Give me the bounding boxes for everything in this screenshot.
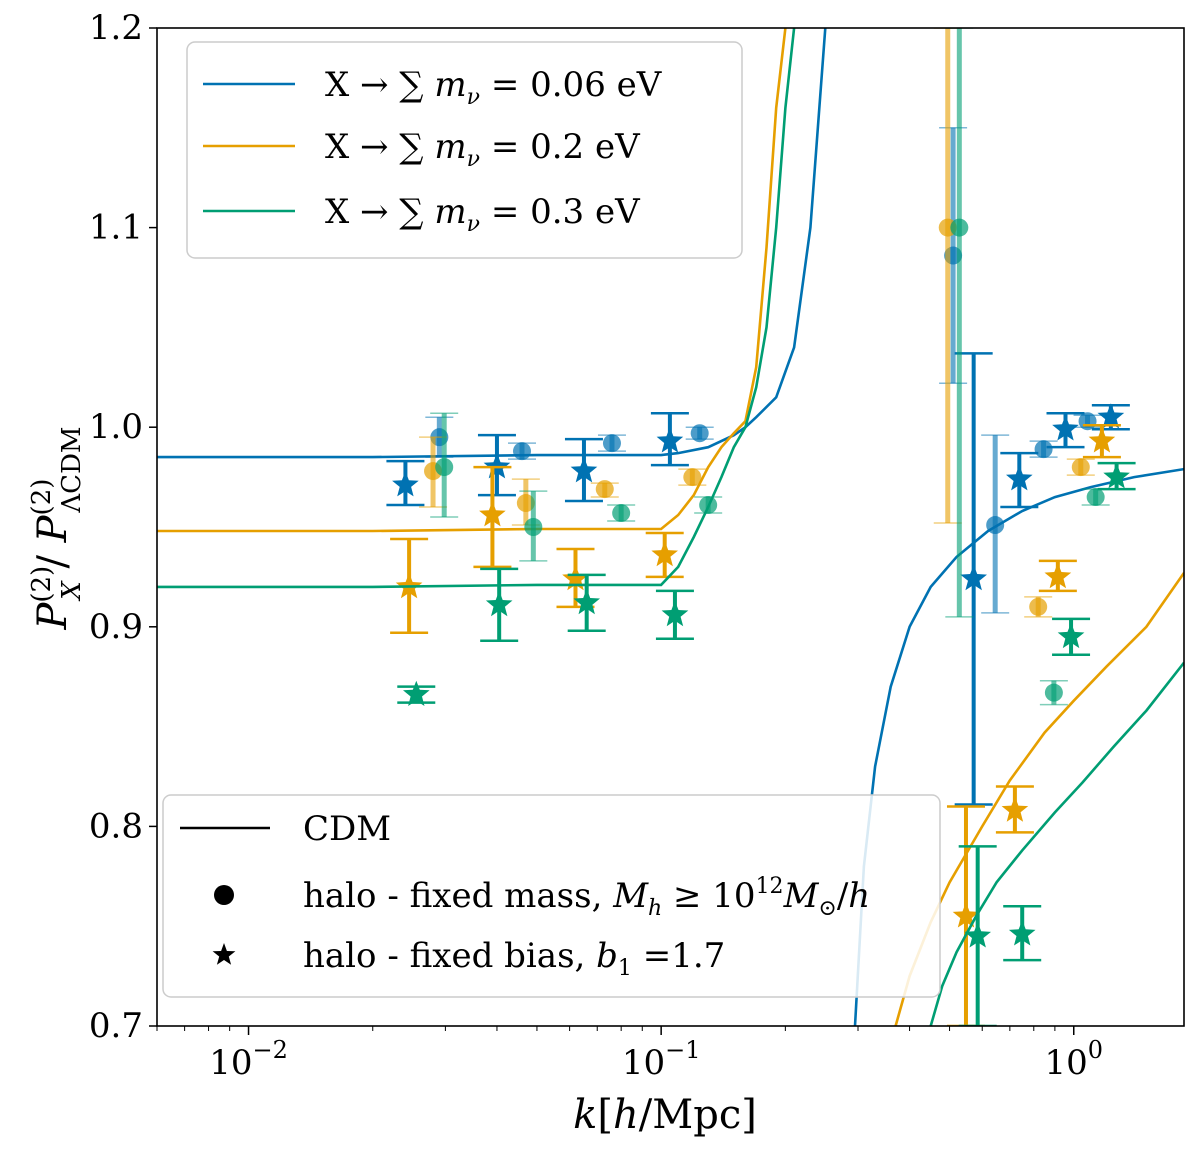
y-tick-label-4: 1.1 [89,208,143,248]
x-tick-label-1: 10−1 [622,1036,701,1083]
series-1-curve-low [157,28,787,533]
series-0-mass-point-2 [602,434,621,453]
series-2-mass-point-0 [435,458,454,477]
legend-series-box [186,41,743,259]
series-1-mass-point-5 [1029,597,1048,616]
y-tick-label-0: 0.7 [89,1006,143,1046]
legend-series: X → ∑ mν = 0.06 eV X → ∑ mν = 0.2 eV X →… [186,41,743,259]
legend-fixed-bias-label: halo - fixed bias, b1 =1.7 [303,936,725,981]
series-1-bias-point-4 [952,902,980,928]
series-2-bias-point-0 [403,680,430,706]
series-2-mass-point-6 [1086,488,1105,507]
series-0-bias-point-6 [1052,415,1079,441]
series-0-curve-low [157,28,827,459]
series-2-curve-high [929,661,1184,1026]
series-2-bias-point-4 [964,922,991,948]
series-2-curve-low [157,28,796,589]
series-0-bias-point-1 [483,453,511,479]
legend-star-marker [212,943,236,965]
series-0-mass-point-1 [512,442,531,461]
series-0-bias-point-4 [960,564,987,591]
series-2-bias-point-1 [485,590,513,617]
series-0-mass-point-3 [690,424,709,443]
series-2-mass-point-2 [612,504,631,523]
series-0-bias-point-3 [656,427,684,453]
series-2-bias-point-2 [573,588,600,615]
series-2-bias-point-5 [1008,920,1036,946]
series-2-mass-point-1 [524,518,543,536]
legend-label-2: X → ∑ mν = 0.3 eV [325,192,641,237]
series-2-bias-point-7 [1103,463,1130,489]
series-0-bias-point-2 [570,457,598,483]
svg-text:P(2)X / P(2)ΛCDM: P(2)X / P(2)ΛCDM [27,426,87,630]
legend-label-0: X → ∑ mν = 0.06 eV [325,65,663,110]
y-tick-label-2: 0.9 [89,607,143,647]
series-1-mass-point-2 [595,480,614,499]
series-0-bias-point-0 [392,471,419,497]
y-tick-label-5: 1.2 [89,8,143,48]
y-tick-label-1: 0.8 [89,806,143,846]
series-0-mass-point-5 [986,516,1005,535]
legend-markers: CDM halo - fixed mass, Mh ≥ 1012M⊙/h hal… [162,794,941,998]
series-2-mass-point-3 [699,496,718,515]
series-1-bias-point-6 [1044,562,1072,589]
series-2-mass-point-4 [950,218,969,237]
plot-frame [156,27,1185,1027]
series-1-mass-point-1 [516,494,535,513]
x-tick-label-0: 10−2 [209,1036,288,1083]
series-1-bias-point-2 [562,564,589,591]
series-1-bias-point-7 [1088,427,1116,453]
series-1-bias-point-3 [651,540,678,567]
data-layer [157,28,1184,1026]
series-0-curve-high [853,467,1184,1026]
y-tick-label-3: 1.0 [89,407,143,447]
series-0-mass-point-6 [1034,440,1053,459]
series-1-bias-point-5 [1001,796,1029,822]
series-2-mass-point-5 [1044,683,1063,702]
series-1-mass-point-6 [1071,458,1090,477]
legend-circle-marker [214,885,234,905]
legend-fixed-mass-label: halo - fixed mass, Mh ≥ 1012M⊙/h [303,874,870,921]
x-axis-label: k[h/Mpc] [573,1092,757,1138]
legend-label-1: X → ∑ mν = 0.2 eV [325,127,641,172]
y-axis-label: P(2)X / P(2)ΛCDM [27,426,87,630]
series-2-bias-point-3 [661,600,689,627]
series-1-mass-point-3 [683,468,702,487]
series-2-bias-point-6 [1057,622,1085,649]
series-1-bias-point-1 [479,501,506,527]
series-0-bias-point-7 [1097,403,1125,429]
series-0-bias-point-5 [1006,465,1033,491]
axes-layer: 0.7 0.8 0.9 1.0 1.1 1.2 10−2 10−1 100 [89,8,1103,1083]
legend-markers-box [162,794,941,998]
series-0-mass-point-7 [1078,412,1097,431]
legend-cdm-label: CDM [303,809,391,849]
x-tick-label-2: 100 [1044,1036,1103,1083]
